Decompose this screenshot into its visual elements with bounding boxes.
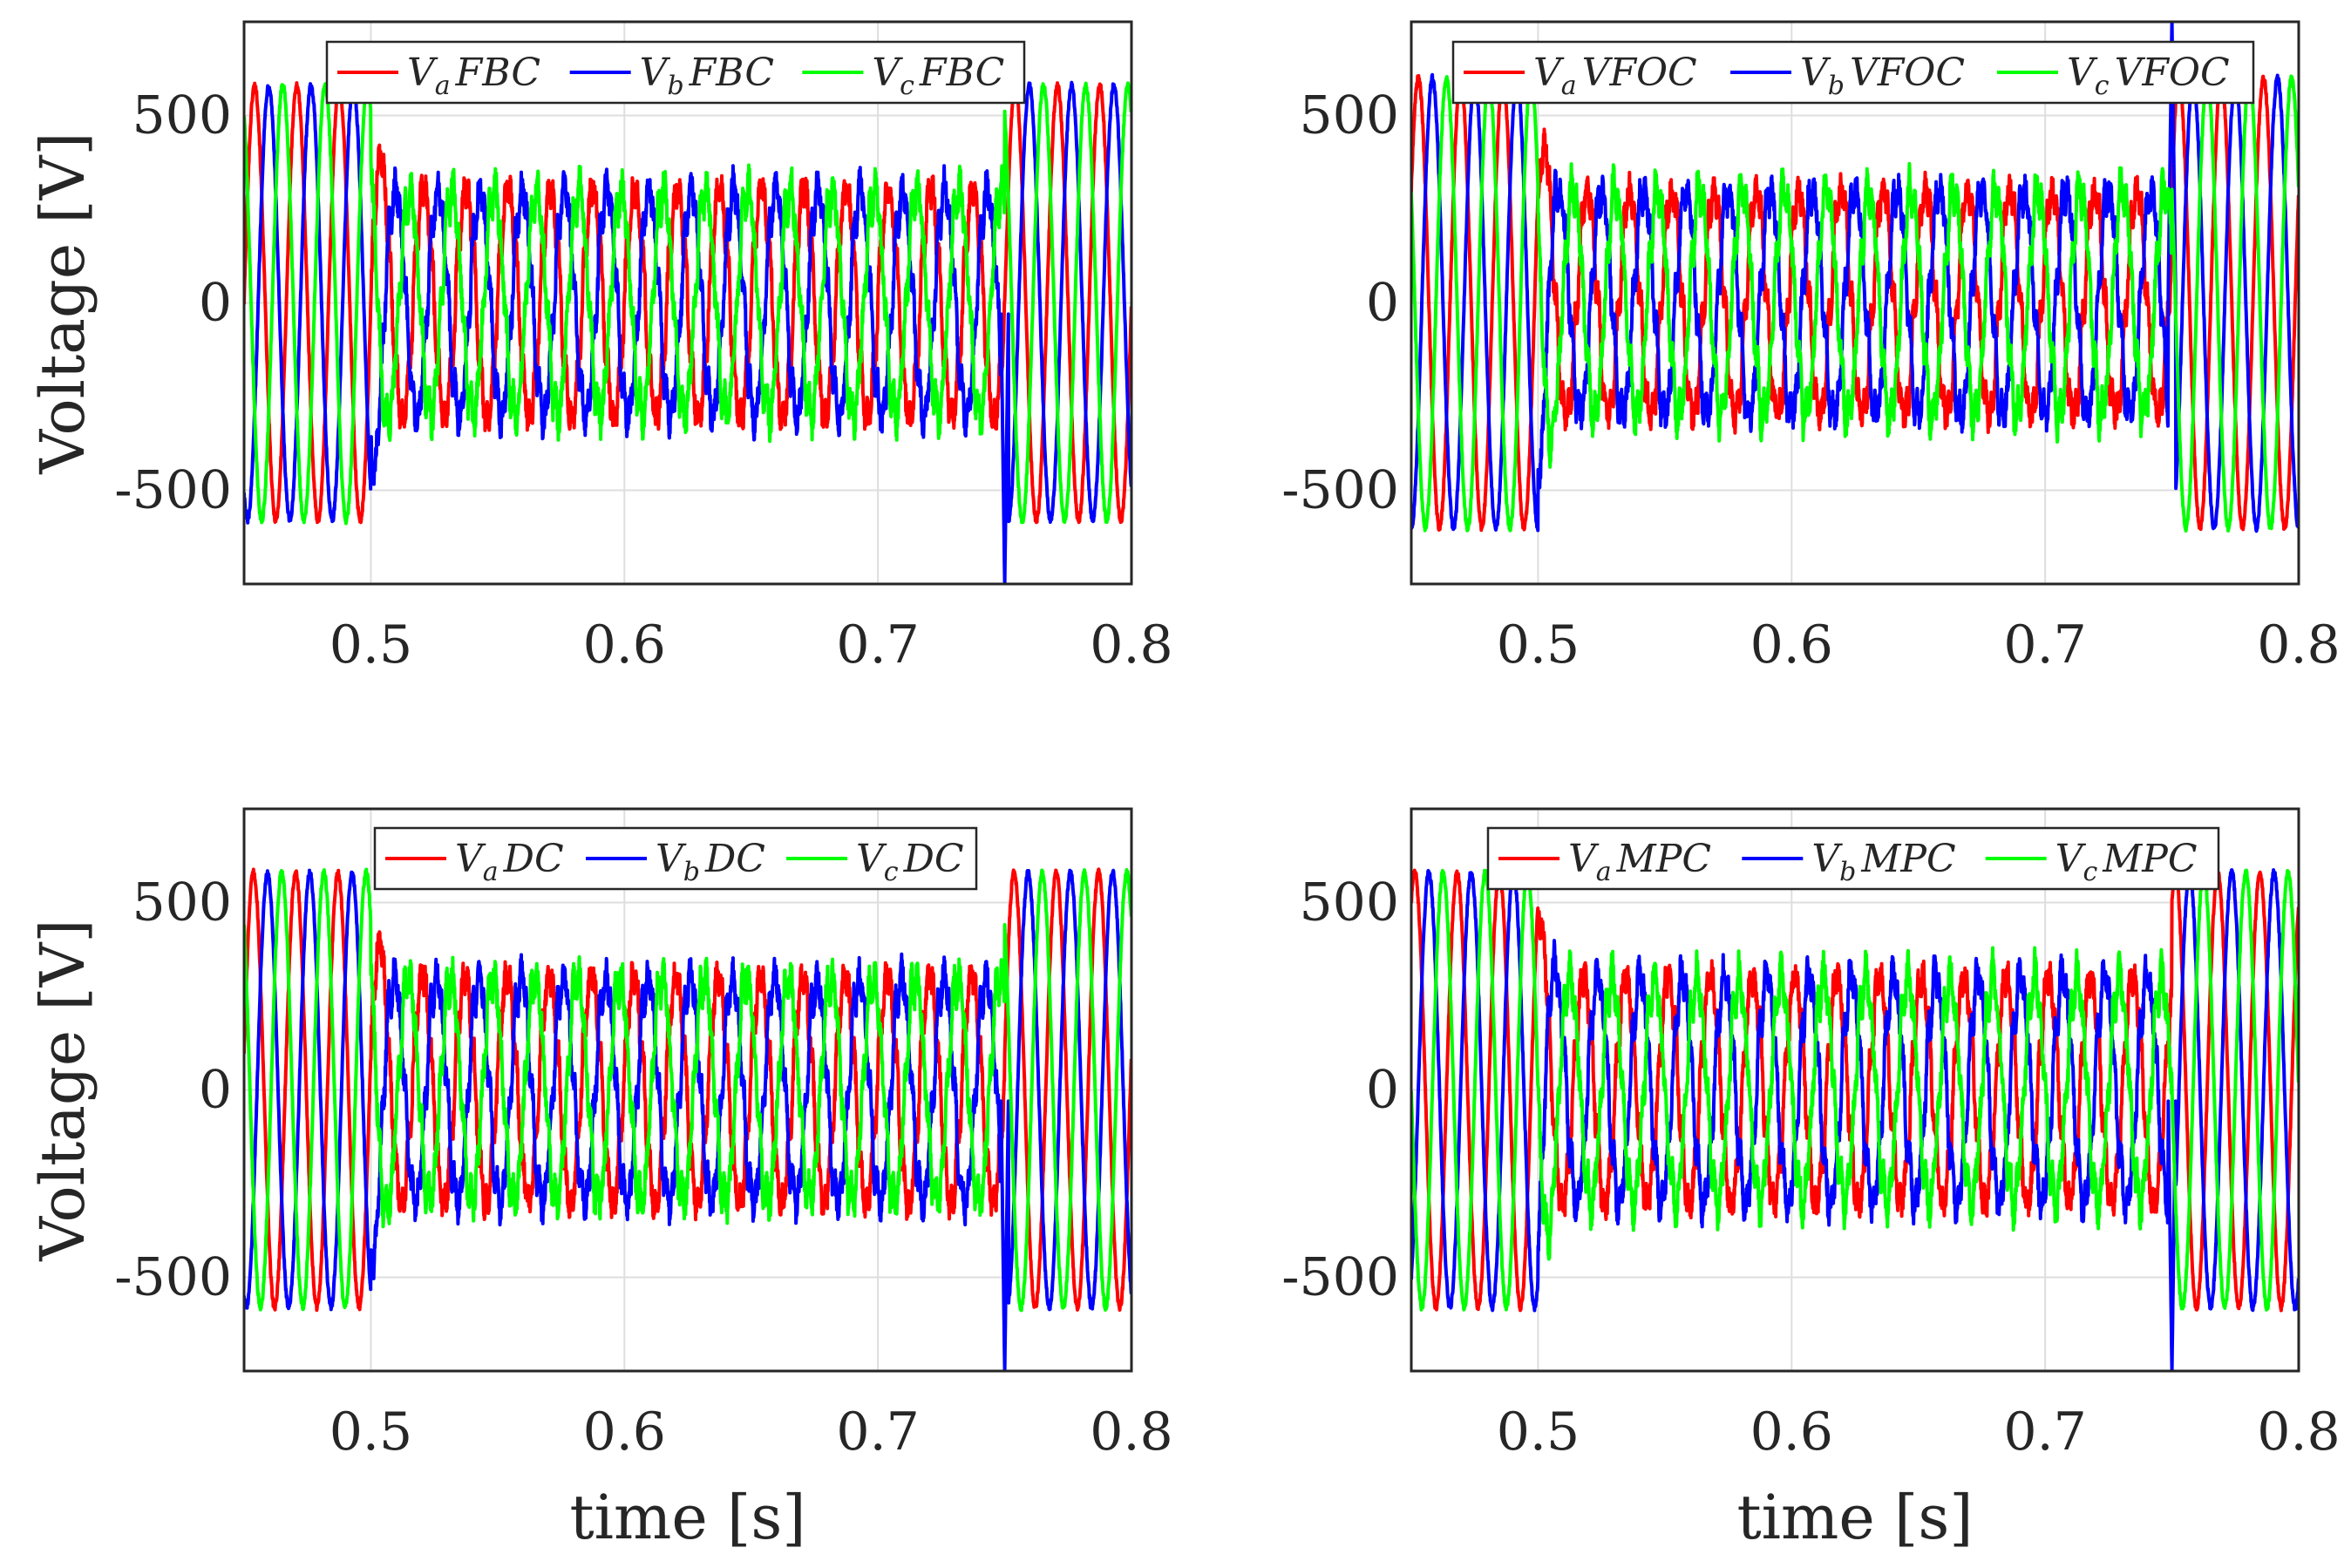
y-tick-label: -500 [1281,460,1399,521]
series-line-vc-fbc [244,80,1131,526]
y-tick-label: 0 [1366,1060,1399,1121]
x-tick-label: 0.6 [1750,614,1833,675]
series-line-va-fbc [244,81,1131,525]
legend-box [1486,826,2220,891]
x-tick-label: 0.8 [1090,614,1172,675]
series-line-vb-vfoc [1411,22,2299,533]
y-tick-label: 500 [1299,872,1399,933]
series-line-vc-vfoc [1411,74,2299,533]
x-tick-label: 0.7 [836,614,919,675]
legend: Va MPC Vb MPC Vc MPC [1486,826,2220,891]
series-line-vb-mpc [1411,868,2299,1371]
y-axis-label: Voltage [V] [27,132,99,474]
plot-frame [242,20,1133,586]
legend-entry-vb: Vb FBC [640,51,774,101]
y-tick-label: 0 [199,1060,232,1121]
y-tick-label: -500 [1281,1247,1399,1308]
legend: Va VFOC Vb VFOC Vc VFOC [1451,40,2255,105]
y-tick-label: 500 [132,872,232,933]
y-tick-label: 500 [1299,85,1399,146]
series-line-vb-dc [244,868,1131,1371]
series-line-vb-fbc [244,80,1131,584]
x-axis-label: time [s] [569,1482,805,1553]
x-tick-label: 0.7 [2003,614,2086,675]
series-line-va-dc [244,867,1131,1313]
legend-box [1451,40,2255,105]
chart-panel-vfoc: 0.5 0.6 0.7 0.8 500 0 -500 Va VFOC Vb VFOC Vc VFOC [1281,20,2341,675]
legend-entry-vb: Vb MPC [1811,837,1955,887]
y-tick-label: -500 [114,460,232,521]
x-tick-label: 0.5 [1497,614,1580,675]
x-tick-label: 0.5 [330,614,412,675]
legend-entry-va: Va MPC [1568,837,1711,887]
y-tick-label: 0 [1366,273,1399,334]
plot-frame [1410,20,2300,586]
x-tick-label: 0.5 [330,1402,412,1463]
legend-box [373,826,978,891]
legend-entry-vc: Vc MPC [2055,837,2198,887]
x-tick-label: 0.5 [1497,1402,1580,1463]
x-tick-label: 0.8 [1090,1402,1172,1463]
y-tick-label: -500 [114,1247,232,1308]
y-axis-label: Voltage [V] [27,919,99,1261]
x-tick-label: 0.6 [583,614,666,675]
x-tick-label: 0.8 [2257,1402,2340,1463]
series-line-vc-dc [244,867,1131,1313]
legend-entry-vc: Vc DC [856,837,964,887]
legend-entry-va: Va VFOC [1533,51,1697,101]
legend-entry-vc: Vc VFOC [2067,51,2230,101]
x-tick-label: 0.7 [2003,1402,2086,1463]
legend-entry-va: Va DC [455,837,564,887]
series-line-vc-mpc [1411,868,2299,1312]
legend-entry-vc: Vc FBC [872,51,1004,101]
y-tick-label: 0 [199,273,232,334]
legend: Va DC Vb DC Vc DC [373,826,978,891]
x-tick-label: 0.8 [2257,614,2340,675]
legend-entry-va: Va FBC [407,51,540,101]
x-tick-label: 0.6 [583,1402,666,1463]
series-line-va-mpc [1411,868,2299,1313]
x-axis-label: time [s] [1736,1482,1973,1553]
plot-frame [1410,807,2300,1373]
x-tick-label: 0.7 [836,1402,919,1463]
chart-panel-mpc: 0.5 0.6 0.7 0.8 500 0 -500 time [s] Va MPC Vb MPC Vc… [1281,807,2341,1553]
plot-frame [242,807,1133,1373]
legend-box [325,40,1026,105]
x-tick-label: 0.6 [1750,1402,1833,1463]
legend: Va FBC Vb FBC Vc FBC [325,40,1026,105]
legend-entry-vb: Vb VFOC [1800,51,1965,101]
y-tick-label: 500 [132,85,232,146]
legend-entry-vb: Vb DC [656,837,765,887]
